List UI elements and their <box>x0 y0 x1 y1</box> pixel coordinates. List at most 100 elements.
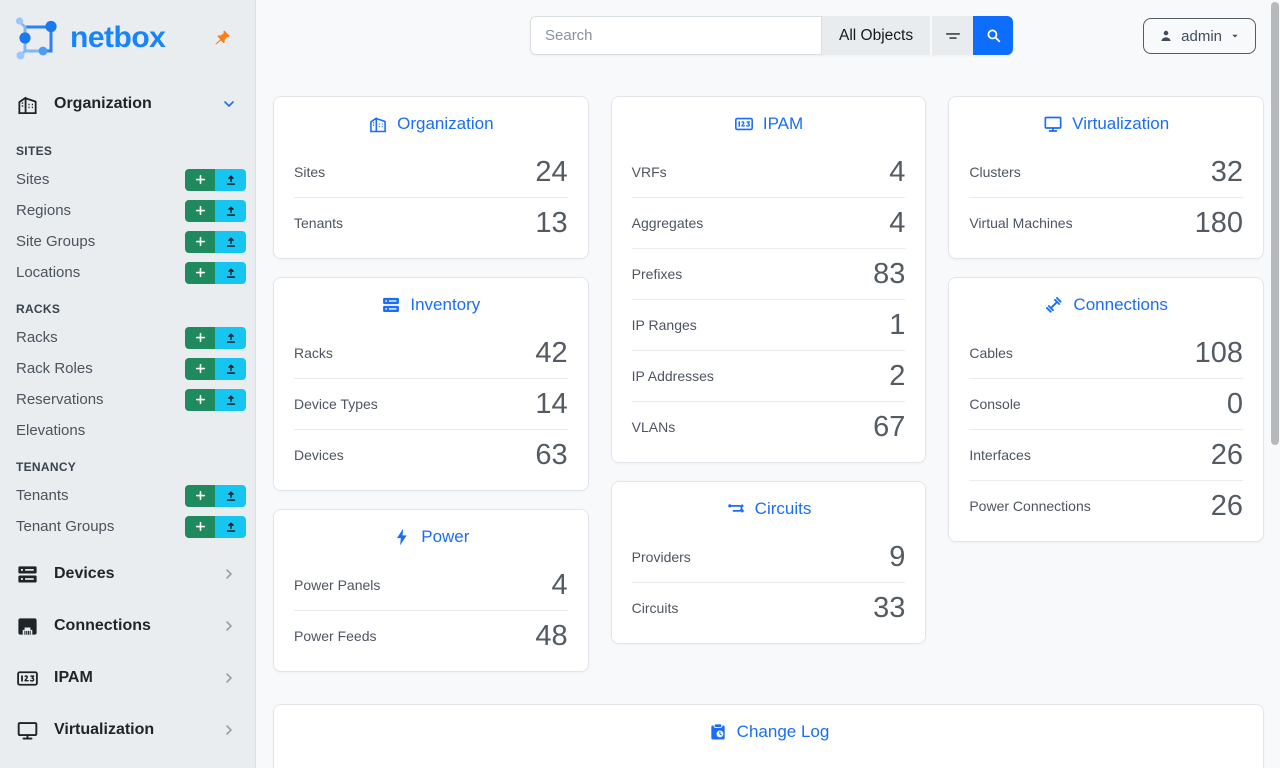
stat-value-ip-addresses: 2 <box>889 360 906 392</box>
stat-label-circuits[interactable]: Circuits <box>631 600 679 616</box>
stat-label-prefixes[interactable]: Prefixes <box>631 266 683 282</box>
search-submit-button[interactable] <box>973 16 1014 55</box>
add-button[interactable] <box>185 515 215 538</box>
plus-icon <box>194 235 207 248</box>
sidebar-item-rack-roles[interactable]: Rack Roles <box>0 353 255 384</box>
sidebar-item-site-groups[interactable]: Site Groups <box>0 226 255 257</box>
sidebar-item-racks[interactable]: Racks <box>0 322 255 353</box>
stat-label-power-panels[interactable]: Power Panels <box>294 577 381 593</box>
pin-sidebar-button[interactable] <box>211 27 233 49</box>
sidebar-section-items: SITES Sites Regions Site Groups Locations RAC… <box>0 144 255 542</box>
stat-value-device-types: 14 <box>535 388 568 420</box>
stat-row: Prefixes 83 <box>631 248 906 299</box>
import-button[interactable] <box>215 199 246 222</box>
card-column: Organization Sites 24 Tenants 13 Inventory Rac… <box>273 96 589 672</box>
stat-label-power-feeds[interactable]: Power Feeds <box>294 628 377 644</box>
plus-icon <box>194 489 207 502</box>
item-actions <box>185 230 246 253</box>
card-title-virtualization[interactable]: Virtualization <box>1043 114 1169 134</box>
stat-label-tenants[interactable]: Tenants <box>294 215 344 231</box>
page-scrollbar[interactable] <box>1270 0 1280 768</box>
upload-icon <box>224 235 238 249</box>
add-button[interactable] <box>185 357 215 380</box>
stat-label-racks[interactable]: Racks <box>294 345 333 361</box>
stat-row: Providers 9 <box>632 532 906 582</box>
person-icon <box>1158 28 1174 44</box>
item-actions <box>185 484 246 507</box>
import-button[interactable] <box>215 326 246 349</box>
import-button[interactable] <box>215 230 246 253</box>
import-button[interactable] <box>215 357 246 380</box>
sidebar-section-devices[interactable]: Devices <box>0 554 255 594</box>
stat-label-power-connections[interactable]: Power Connections <box>969 498 1091 514</box>
search-scope-button[interactable]: All Objects <box>822 16 931 55</box>
upload-icon <box>224 266 238 280</box>
plus-icon <box>194 393 207 406</box>
sidebar-section-ipam[interactable]: IPAM <box>0 658 255 698</box>
stat-label-vrfs[interactable]: VRFs <box>631 164 667 180</box>
stat-label-aggregates[interactable]: Aggregates <box>631 215 704 231</box>
search-input[interactable] <box>530 16 822 55</box>
stat-label-cables[interactable]: Cables <box>969 345 1013 361</box>
import-button[interactable] <box>215 168 246 191</box>
stat-row: Power Connections 26 <box>969 480 1244 531</box>
stat-label-ip-ranges[interactable]: IP Ranges <box>631 317 697 333</box>
stat-label-devices[interactable]: Devices <box>294 447 344 463</box>
add-button[interactable] <box>185 484 215 507</box>
card-title-organization[interactable]: Organization <box>368 114 494 134</box>
add-button[interactable] <box>185 388 215 411</box>
card-title-ipam[interactable]: IPAM <box>734 114 803 134</box>
card-title-connections[interactable]: Connections <box>1044 295 1168 315</box>
add-button[interactable] <box>185 261 215 284</box>
search-icon <box>985 27 1002 44</box>
brand[interactable]: netbox <box>0 0 255 72</box>
stat-label-clusters[interactable]: Clusters <box>969 164 1021 180</box>
item-actions <box>185 388 246 411</box>
sidebar-item-tenant-groups[interactable]: Tenant Groups <box>0 511 255 542</box>
stat-value-clusters: 32 <box>1210 156 1244 188</box>
card-title-inventory[interactable]: Inventory <box>381 295 480 315</box>
add-button[interactable] <box>185 230 215 253</box>
search-filter-button[interactable] <box>932 16 974 55</box>
sidebar-section-organization[interactable]: Organization <box>0 84 255 124</box>
add-button[interactable] <box>185 326 215 349</box>
sidebar-item-regions[interactable]: Regions <box>0 195 255 226</box>
stat-row: Racks 42 <box>294 328 568 378</box>
card-title-circuits[interactable]: Circuits <box>726 499 812 519</box>
card-circuits: Circuits Providers 9 Circuits 33 <box>610 481 927 644</box>
card-title-label: IPAM <box>762 114 804 133</box>
stat-row: VLANs 67 <box>631 401 906 452</box>
scrollbar-thumb[interactable] <box>1271 2 1279 445</box>
import-button[interactable] <box>215 388 246 411</box>
sidebar-item-elevations[interactable]: Elevations <box>0 415 255 446</box>
card-title-power[interactable]: Power <box>392 527 469 547</box>
sidebar-item-tenants[interactable]: Tenants <box>0 480 255 511</box>
stat-label-sites[interactable]: Sites <box>294 164 326 180</box>
sidebar-item-sites[interactable]: Sites <box>0 164 255 195</box>
sidebar-section-label: Virtualization <box>54 721 155 738</box>
add-button[interactable] <box>185 168 215 191</box>
stat-label-interfaces[interactable]: Interfaces <box>969 447 1031 463</box>
stat-value-ip-ranges: 1 <box>889 309 906 341</box>
stat-row: Cables 108 <box>969 328 1243 378</box>
sidebar-section-virtualization[interactable]: Virtualization <box>0 710 255 750</box>
card-title-label: Circuits <box>754 499 812 518</box>
stat-label-ip-addresses[interactable]: IP Addresses <box>631 368 714 384</box>
sidebar-section-connections[interactable]: Connections <box>0 606 255 646</box>
card-title-changelog[interactable]: Change Log <box>708 722 829 742</box>
stat-label-device-types[interactable]: Device Types <box>294 396 378 412</box>
stat-label-providers[interactable]: Providers <box>631 549 691 565</box>
sidebar-item-label: Sites <box>16 171 50 188</box>
import-button[interactable] <box>215 515 246 538</box>
add-button[interactable] <box>185 199 215 222</box>
card-connections: Connections Cables 108 Console 0 Interfaces 26… <box>948 277 1265 542</box>
sidebar-item-locations[interactable]: Locations <box>0 257 255 288</box>
stat-label-virtual-machines[interactable]: Virtual Machines <box>969 215 1073 231</box>
sidebar-item-reservations[interactable]: Reservations <box>0 384 255 415</box>
stat-label-vlans[interactable]: VLANs <box>631 419 676 435</box>
import-button[interactable] <box>215 261 246 284</box>
account-menu-button[interactable]: admin <box>1143 18 1256 54</box>
import-button[interactable] <box>215 484 246 507</box>
stat-label-console[interactable]: Console <box>969 396 1021 412</box>
card-column: IPAM VRFs 4 Aggregates 4 Prefixes 83 IP Ranges 1… <box>610 96 927 644</box>
